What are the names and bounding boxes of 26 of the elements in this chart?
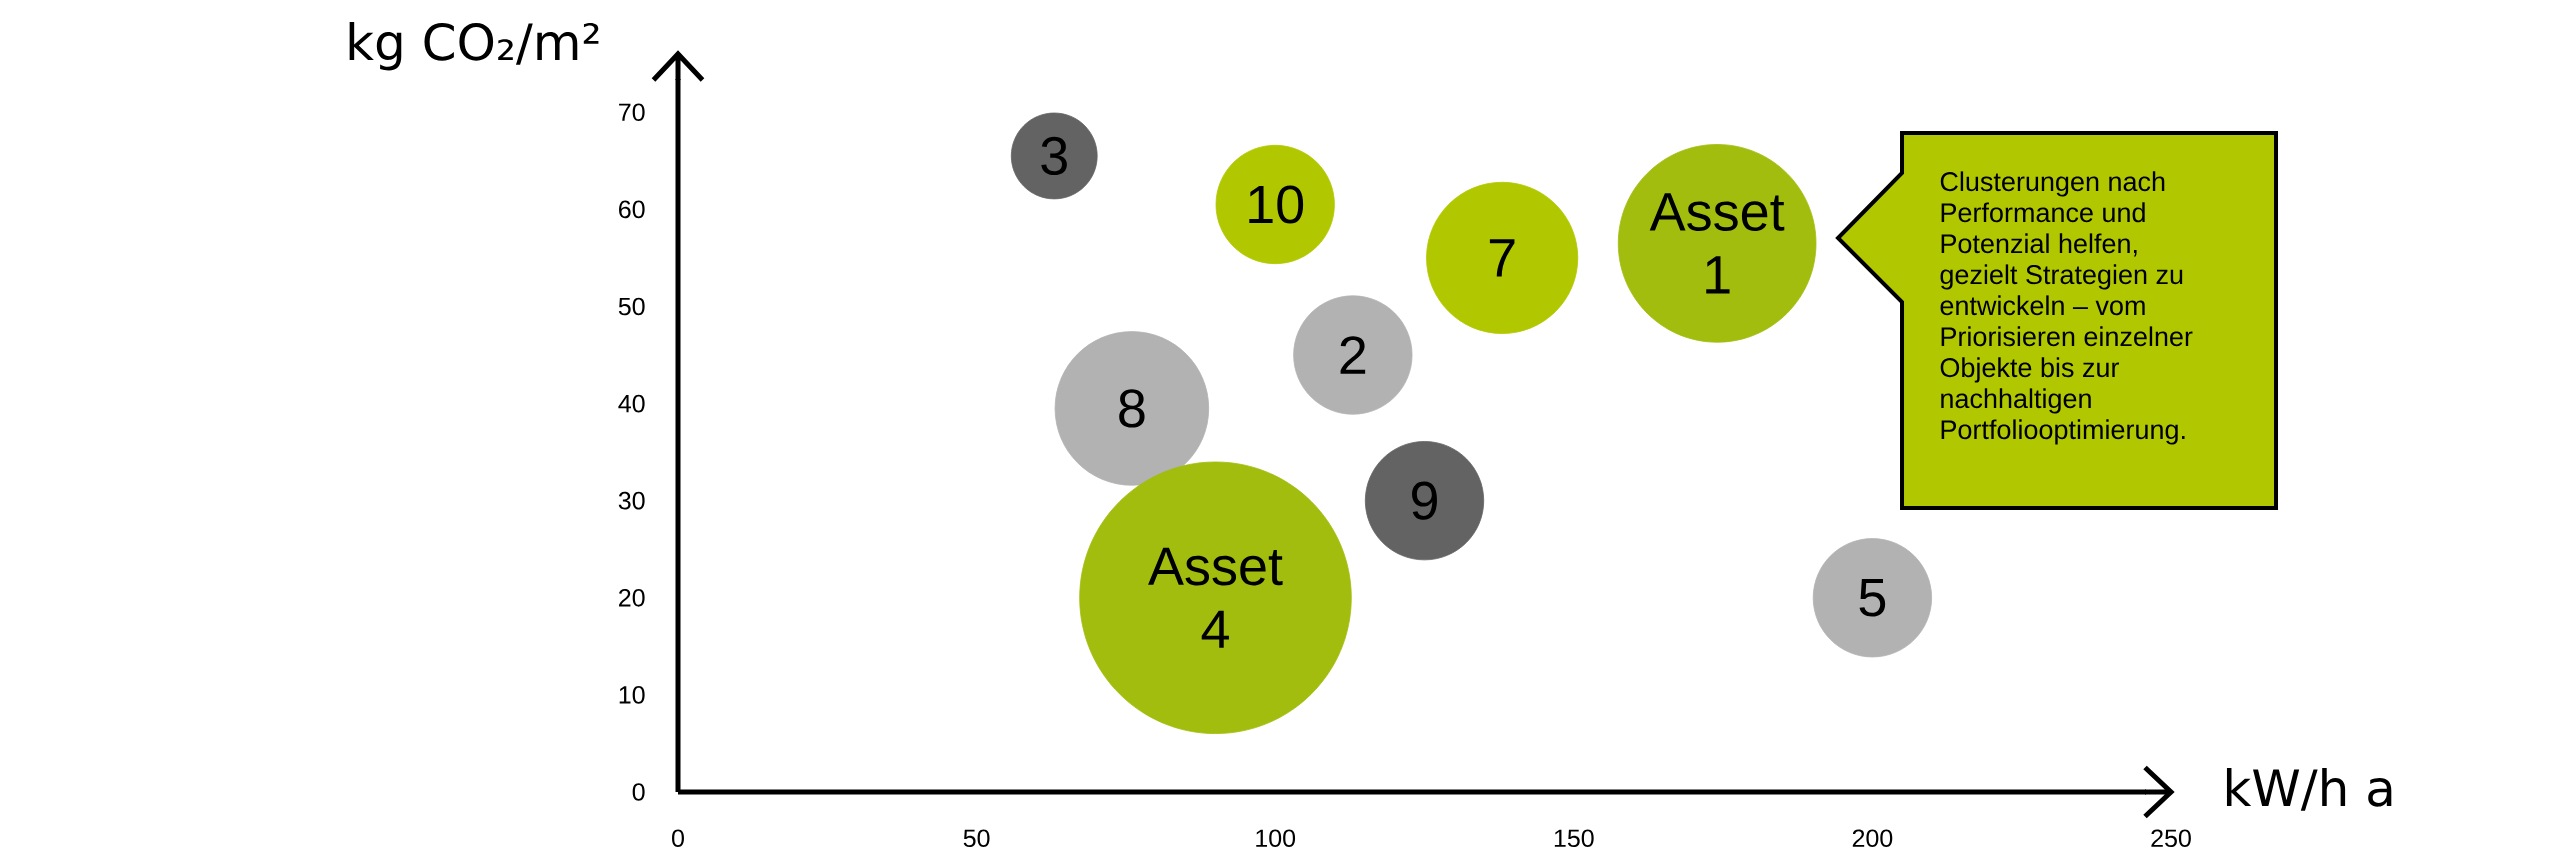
annotation: 8 bbox=[1119, 389, 1145, 428]
annotation: 7 bbox=[1489, 239, 1515, 277]
x-axis-title: kW/h a bbox=[2226, 768, 2392, 811]
x-tick-label: 50 bbox=[963, 829, 990, 848]
x-tick-label: 200 bbox=[1852, 829, 1893, 848]
text: Clusterungen nach Performance und Potenzial helfen, gezielt Strategien zu entwickeln – vom Priorisieren einzelner Objekte bis zur nachhaltigen Portfoliooptimierung. bbox=[1940, 171, 2193, 445]
y-tick-label: 60 bbox=[619, 200, 645, 219]
y-tick-label: 10 bbox=[619, 686, 645, 704]
y-tick-label: 0 bbox=[632, 783, 645, 801]
annotation: 2 bbox=[1340, 336, 1366, 374]
annotation: 10 bbox=[1249, 185, 1304, 224]
y-tick-label: 20 bbox=[619, 588, 645, 607]
y-axis-title: kg CO₂/m² bbox=[349, 22, 599, 71]
annotation: 3 bbox=[1041, 136, 1067, 176]
x-tick-label: 0 bbox=[672, 829, 684, 848]
y-tick-label: 40 bbox=[618, 394, 645, 413]
x-tick-label: 100 bbox=[1256, 829, 1296, 848]
x-tick-label: 150 bbox=[1554, 829, 1594, 848]
annotation: Asset 4 bbox=[1148, 547, 1283, 648]
y-tick-label: 70 bbox=[619, 103, 645, 122]
annotation: Asset 1 bbox=[1649, 193, 1785, 294]
annotation: 5 bbox=[1859, 578, 1886, 617]
y-tick-label: 50 bbox=[618, 297, 645, 316]
annotation: 9 bbox=[1412, 481, 1437, 520]
y-tick-label: 30 bbox=[618, 491, 645, 510]
x-tick-label: 250 bbox=[2151, 829, 2191, 848]
